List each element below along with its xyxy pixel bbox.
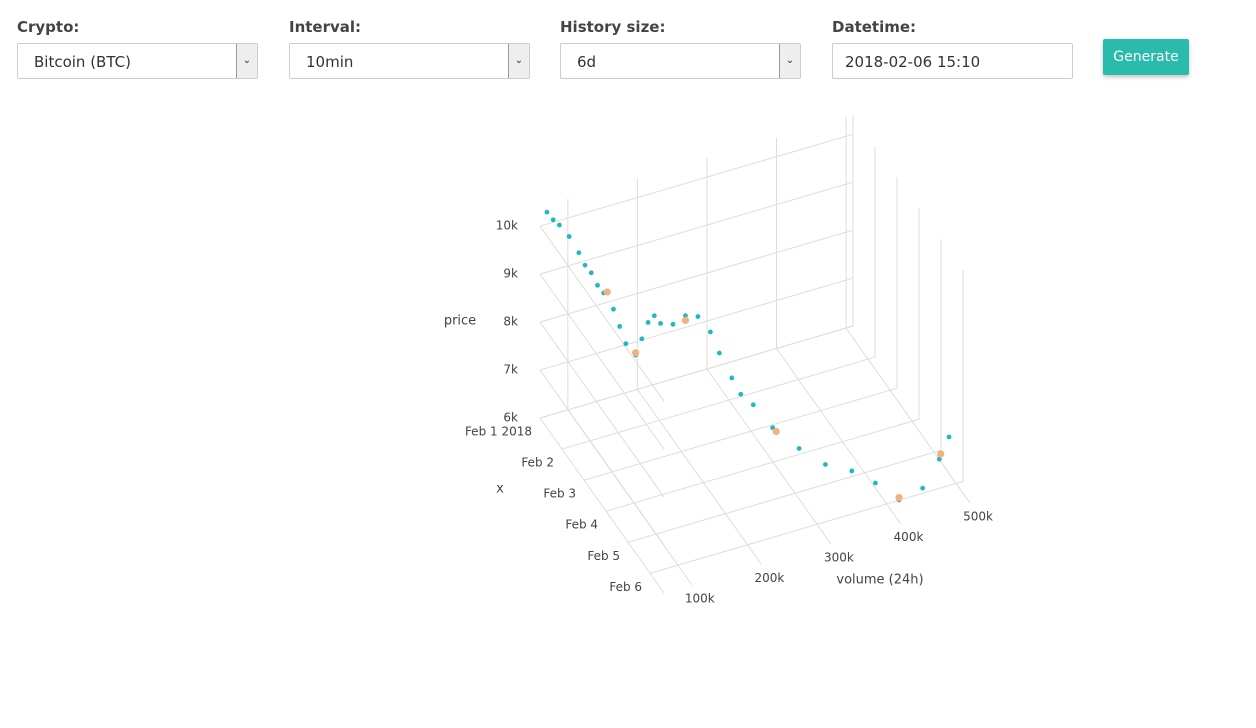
data-point (873, 480, 878, 486)
grid-line (539, 225, 665, 402)
data-point (895, 493, 903, 502)
y-tick-label: 400k (894, 530, 924, 544)
field-value: 6d (577, 53, 597, 71)
y-tick-label: 300k (824, 550, 854, 564)
data-point (576, 250, 582, 256)
form-field: History size: 6d ⌄ (560, 18, 801, 79)
data-point (544, 209, 550, 215)
grid-line (539, 325, 854, 419)
data-point (566, 234, 572, 239)
data-point (639, 336, 645, 342)
data-point (603, 288, 611, 296)
field-label: Interval: (289, 18, 362, 36)
grid-line (539, 229, 854, 323)
y-tick-label: 200k (754, 571, 784, 585)
field-label: History size: (560, 18, 666, 36)
z-tick-label: 9k (503, 267, 518, 281)
grid-line (845, 327, 971, 504)
x-tick-label: Feb 1 2018 (465, 425, 532, 439)
data-point (772, 427, 780, 436)
field-label: Crypto: (17, 18, 80, 36)
grid-line (539, 277, 854, 371)
field-label: Datetime: (832, 18, 917, 36)
grid-line (539, 273, 665, 450)
data-point (651, 313, 657, 319)
grid-line (539, 417, 665, 594)
dropdown[interactable]: 10min ⌄ (289, 43, 530, 79)
grid-line (605, 418, 920, 512)
field-value: 10min (306, 53, 354, 71)
data-point (670, 321, 676, 327)
dropdown-arrow[interactable]: ⌄ (236, 44, 257, 78)
grid-line (539, 181, 854, 275)
grid-line (649, 480, 964, 574)
data-point (920, 485, 926, 491)
z-tick-label: 7k (503, 363, 518, 377)
grid-line (539, 133, 854, 227)
dropdown[interactable]: Bitcoin (BTC) ⌄ (17, 43, 258, 79)
data-point (550, 217, 556, 223)
data-point (937, 450, 945, 458)
data-point (658, 320, 663, 326)
x-tick-label: Feb 3 (543, 487, 576, 501)
z-tick-label: 6k (503, 411, 518, 425)
y-axis-title: volume (24h) (836, 573, 923, 588)
grid-line (539, 321, 665, 498)
data-point (716, 350, 722, 356)
x-axis-title: x (496, 482, 504, 497)
data-point (623, 341, 629, 347)
data-point (849, 468, 855, 474)
text-input[interactable]: 2018-02-06 15:10 (832, 43, 1073, 79)
data-point (557, 222, 562, 228)
data-point (582, 262, 588, 268)
grid-line (567, 409, 693, 586)
x-tick-label: Feb 4 (565, 518, 598, 532)
grid-line (776, 348, 901, 524)
data-point (681, 316, 690, 325)
data-point (750, 402, 756, 408)
data-point (729, 375, 735, 381)
y-tick-label: 500k (963, 510, 993, 524)
data-point (645, 320, 651, 325)
z-axis-title: price (444, 314, 476, 329)
grid-line (706, 368, 832, 545)
form-field: Interval: 10min ⌄ (289, 18, 530, 79)
data-point (707, 329, 713, 335)
data-point (695, 314, 701, 319)
grid-line (561, 356, 876, 450)
data-point (611, 306, 616, 312)
data-point (632, 349, 640, 357)
data-point (683, 313, 688, 319)
data-point (588, 270, 594, 276)
data-point (617, 324, 623, 329)
dropdown-arrow[interactable]: ⌄ (508, 44, 529, 78)
z-tick-label: 8k (503, 315, 518, 329)
data-point (595, 282, 600, 288)
z-tick-label: 10k (496, 219, 518, 233)
grid-line (636, 389, 762, 565)
data-point (936, 456, 942, 462)
data-point (738, 391, 744, 397)
data-point (946, 434, 952, 440)
y-tick-label: 100k (685, 591, 715, 605)
x-tick-label: Feb 5 (587, 549, 620, 563)
x-tick-label: Feb 6 (609, 580, 642, 594)
form-field: Crypto: Bitcoin (BTC) ⌄ (17, 18, 258, 79)
form-field: Datetime: 2018-02-06 15:10 (832, 18, 1073, 79)
field-value: 2018-02-06 15:10 (845, 53, 981, 71)
dropdown-arrow[interactable]: ⌄ (779, 44, 800, 78)
generate-button[interactable]: Generate (1103, 39, 1189, 75)
field-value: Bitcoin (BTC) (34, 53, 131, 71)
x-tick-label: Feb 2 (521, 456, 554, 470)
dropdown[interactable]: 6d ⌄ (560, 43, 801, 79)
grid-line (583, 387, 898, 481)
data-point (823, 462, 828, 467)
data-point (796, 446, 802, 451)
grid-line (627, 449, 942, 543)
